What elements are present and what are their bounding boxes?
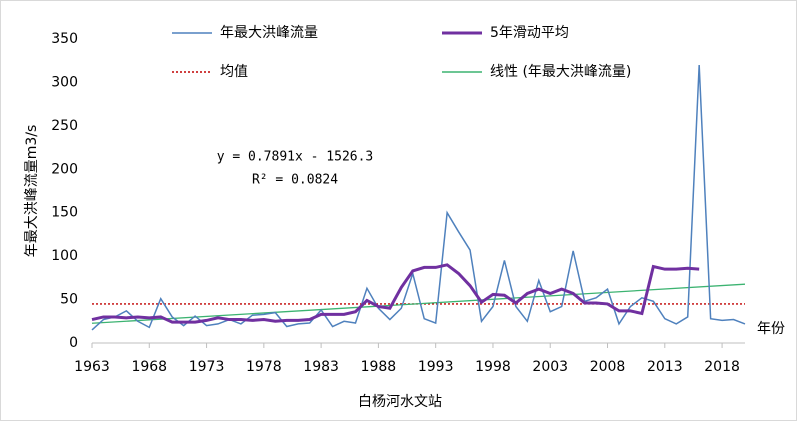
- y-tick-label: 50: [60, 292, 78, 308]
- y-tick-label: 300: [51, 74, 78, 90]
- x-tick-label: 1968: [131, 359, 167, 375]
- y-tick-label: 150: [51, 205, 78, 221]
- y-tick-label: 350: [51, 31, 78, 47]
- x-tick-label: 1973: [189, 359, 225, 375]
- legend-label: 线性 (年最大洪峰流量): [490, 64, 631, 80]
- y-tick-label: 100: [51, 248, 78, 264]
- y-tick-label: 200: [51, 161, 78, 177]
- series-line: [91, 283, 746, 324]
- x-tick-label: 1978: [246, 359, 282, 375]
- x-tick-label: 2013: [647, 359, 683, 375]
- x-tick-label: 2003: [532, 359, 568, 375]
- x-unit-label: 年份: [757, 321, 785, 337]
- r-squared: R² = 0.0824: [252, 173, 338, 188]
- y-tick-label: 0: [69, 335, 78, 351]
- x-tick-label: 1998: [475, 359, 511, 375]
- x-axis-title: 白杨河水文站: [358, 394, 442, 410]
- equation: y = 0.7891x - 1526.3: [217, 150, 374, 165]
- y-tick-label: 250: [51, 118, 78, 134]
- series-line: [91, 263, 700, 324]
- legend-label: 均值: [220, 64, 248, 80]
- x-tick-label: 1963: [74, 359, 110, 375]
- x-tick-label: 1983: [303, 359, 339, 375]
- legend-label: 年最大洪峰流量: [220, 25, 318, 41]
- legend-label: 5年滑动平均: [490, 24, 569, 41]
- x-tick-label: 2018: [704, 359, 740, 375]
- x-tick-label: 2008: [590, 359, 626, 375]
- x-tick-label: 1988: [361, 359, 397, 375]
- x-tick-label: 1993: [418, 359, 454, 375]
- y-axis-title: 年最大洪峰流量m3/s: [24, 125, 40, 258]
